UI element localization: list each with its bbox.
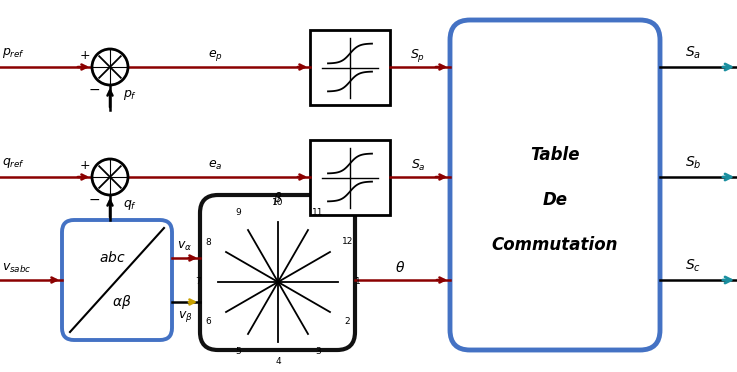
Text: $S_p$: $S_p$	[411, 46, 425, 64]
Text: 7: 7	[195, 278, 201, 286]
Text: $p_f$: $p_f$	[123, 88, 137, 102]
Text: $q_{ref}$: $q_{ref}$	[2, 156, 25, 170]
Text: $S_a$: $S_a$	[411, 157, 425, 173]
FancyBboxPatch shape	[62, 220, 172, 340]
Text: $+$: $+$	[80, 158, 91, 171]
Text: 6: 6	[206, 317, 212, 327]
Text: 11: 11	[312, 208, 324, 217]
Text: $p_{ref}$: $p_{ref}$	[2, 46, 25, 60]
FancyBboxPatch shape	[200, 195, 355, 350]
Text: $S_c$: $S_c$	[685, 258, 701, 274]
Text: $+$: $+$	[80, 48, 91, 61]
Text: $-$: $-$	[88, 82, 100, 96]
Bar	[310, 30, 390, 105]
Text: $e_a$: $e_a$	[208, 158, 223, 171]
Text: 9: 9	[235, 208, 241, 217]
Text: 10: 10	[272, 198, 284, 206]
Text: 1: 1	[355, 278, 361, 286]
Text: $v_\alpha$: $v_\alpha$	[178, 240, 192, 253]
Text: 2: 2	[344, 317, 350, 327]
Bar	[310, 140, 390, 215]
Text: $S_a$: $S_a$	[685, 45, 701, 61]
Text: 3: 3	[315, 347, 321, 356]
Text: $abc$: $abc$	[99, 250, 125, 266]
Text: Table: Table	[530, 146, 580, 164]
Text: $v_\beta$: $v_\beta$	[178, 308, 192, 324]
Text: $e_p$: $e_p$	[208, 48, 223, 62]
Text: $q_f$: $q_f$	[123, 198, 137, 212]
Text: $v_{sabc}$: $v_{sabc}$	[2, 262, 32, 275]
Text: 8: 8	[206, 237, 212, 247]
Text: De: De	[542, 191, 567, 209]
Text: $\beta$: $\beta$	[273, 189, 283, 206]
Text: $\alpha\beta$: $\alpha\beta$	[112, 293, 132, 311]
Circle shape	[92, 49, 128, 85]
Text: $-$: $-$	[88, 192, 100, 206]
Text: $\theta$: $\theta$	[395, 260, 405, 276]
Text: 12: 12	[341, 237, 353, 247]
Text: 5: 5	[235, 347, 241, 356]
FancyBboxPatch shape	[450, 20, 660, 350]
Text: $S_b$: $S_b$	[685, 155, 702, 171]
Text: Commutation: Commutation	[492, 236, 618, 254]
Circle shape	[92, 159, 128, 195]
Text: 4: 4	[275, 357, 281, 366]
